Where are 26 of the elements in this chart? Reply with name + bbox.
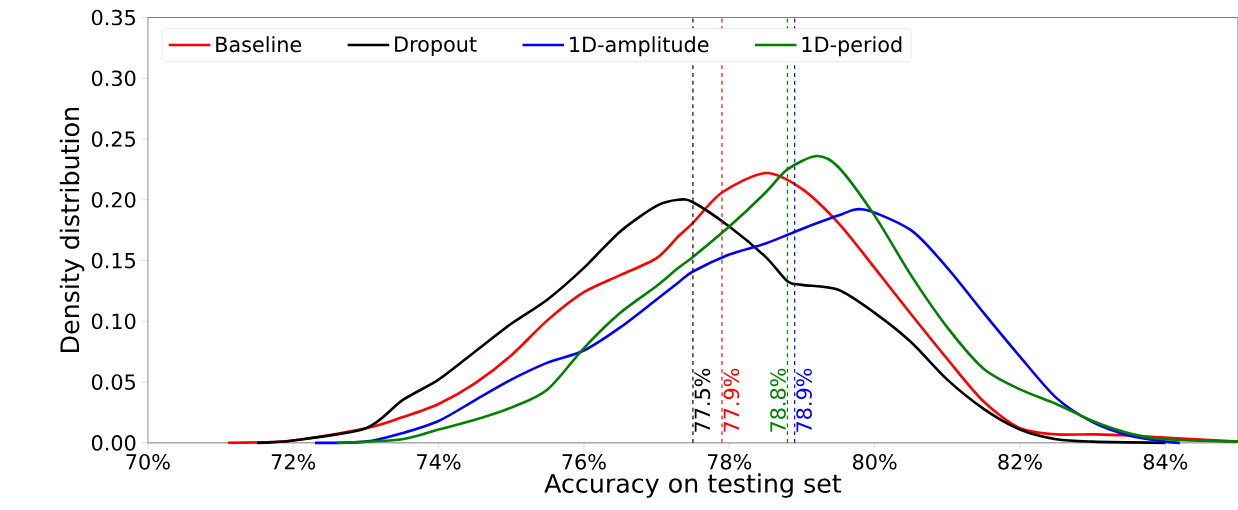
x-tick-label: 74% [417,453,461,470]
ref-line-label: 77.5% [694,368,711,432]
ref-line-label: 78.8% [770,368,786,432]
y-tick-label: 0.20 [91,191,136,208]
x-tick-label: 72% [271,453,316,470]
x-tick-label: 84% [1143,453,1188,470]
legend-label: 1D-amplitude [570,36,709,57]
y-tick-label: 0.10 [91,313,136,330]
legend-label: Dropout [395,36,477,56]
legend-label: Baseline [216,36,302,53]
ref-line-label: 78.9% [796,368,812,432]
y-tick-label: 0.05 [91,374,135,390]
y-tick-label: 0.00 [91,435,136,451]
x-tick-label: 80% [852,453,897,470]
x-tick-label: 76% [562,453,606,470]
x-tick-label: 78% [707,453,752,470]
ref-line-label: 77.9% [723,368,740,432]
y-tick-label: 0.35 [91,9,135,26]
x-tick-label: 70% [126,453,170,470]
y-tick-label: 0.15 [91,252,135,269]
y-axis-title: Density distribution [59,108,85,352]
legend-label: 1D-period [802,36,902,57]
x-tick-label: 82% [998,453,1042,470]
x-axis-title: Accuracy on testing set [544,473,842,498]
y-tick-label: 0.25 [91,131,135,147]
y-tick-label: 0.30 [91,70,136,87]
